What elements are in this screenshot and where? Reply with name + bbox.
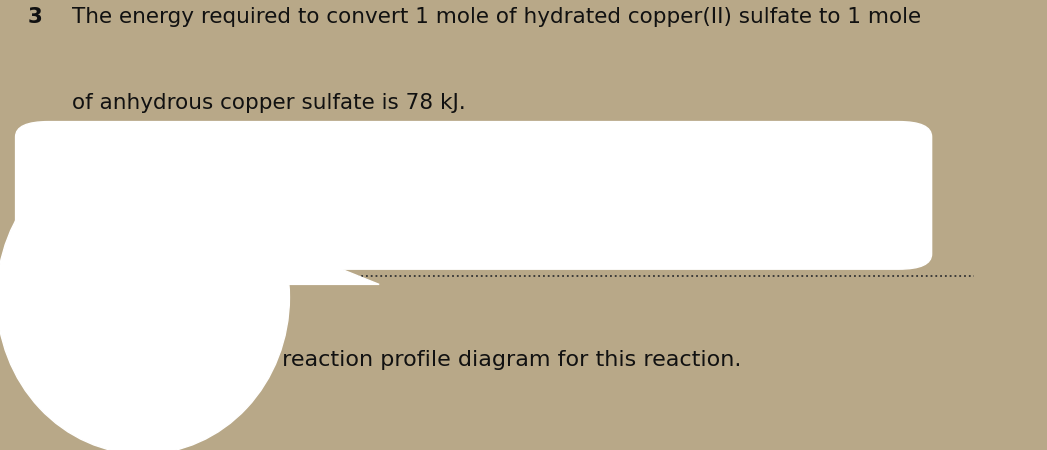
Text: of anhydrous copper sulfate is 78 kJ.: of anhydrous copper sulfate is 78 kJ. <box>72 93 466 113</box>
Polygon shape <box>48 254 379 284</box>
Text: 3: 3 <box>28 6 43 27</box>
Text: ch energy is tran: ch energy is tran <box>228 163 410 183</box>
FancyBboxPatch shape <box>16 122 932 269</box>
Text: The energy required to convert 1 mole of hydrated copper(II) sulfate to 1 mole: The energy required to convert 1 mole of… <box>72 6 921 27</box>
Text: Draw a labelled reaction profile diagram for this reaction.: Draw a labelled reaction profile diagram… <box>101 350 741 369</box>
Ellipse shape <box>0 141 289 450</box>
Text: b: b <box>48 350 63 369</box>
